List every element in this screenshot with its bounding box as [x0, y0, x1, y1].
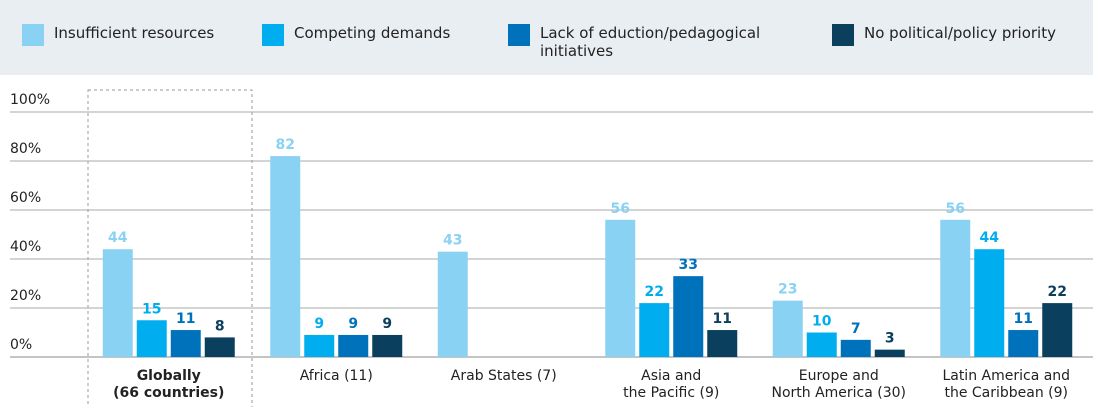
- value-label: 44: [980, 230, 1000, 246]
- value-label: 22: [645, 284, 664, 300]
- legend-swatch: [22, 24, 44, 46]
- value-label: 3: [885, 331, 895, 347]
- value-label: 11: [1014, 311, 1033, 327]
- bar: [874, 349, 905, 357]
- bar: [304, 334, 335, 357]
- value-label: 56: [946, 201, 965, 217]
- value-label: 7: [851, 321, 861, 337]
- bar: [270, 156, 301, 357]
- x-tick-label: Asia and the Pacific (9): [623, 368, 720, 401]
- bar: [372, 334, 403, 357]
- legend-label: No political/policy priority: [864, 24, 1056, 42]
- bar: [605, 219, 636, 357]
- y-tick-label: 0%: [10, 337, 32, 353]
- x-tick-label: Globally (66 countries): [113, 368, 225, 401]
- value-label: 22: [1048, 284, 1067, 300]
- x-tick-label: Africa (11): [299, 368, 373, 384]
- bar: [707, 330, 738, 357]
- y-tick-label: 20%: [10, 288, 41, 304]
- legend-label: Lack of eduction/pedagogical initiatives: [540, 24, 761, 60]
- x-tick-label: Arab States (7): [450, 368, 557, 384]
- y-tick-label: 60%: [10, 190, 41, 206]
- bar: [204, 337, 235, 357]
- value-label: 9: [382, 316, 392, 332]
- value-label: 9: [314, 316, 324, 332]
- y-tick-label: 40%: [10, 239, 41, 255]
- bar: [1042, 303, 1073, 357]
- value-label: 8: [215, 318, 225, 334]
- value-label: 11: [176, 311, 195, 327]
- bar: [639, 303, 670, 357]
- bar: [338, 334, 369, 357]
- bar: [974, 249, 1005, 357]
- bar: [170, 330, 201, 357]
- bar: [772, 300, 803, 357]
- legend-swatch: [832, 24, 854, 46]
- x-tick-label: Europe and North America (30): [771, 368, 907, 401]
- bar: [673, 276, 704, 357]
- value-label: 11: [713, 311, 732, 327]
- legend-label: Insufficient resources: [54, 24, 215, 42]
- value-label: 56: [611, 201, 630, 217]
- x-tick-label: Latin America and the Caribbean (9): [942, 368, 1071, 401]
- legend-swatch: [262, 24, 284, 46]
- value-label: 44: [108, 230, 128, 246]
- legend-item: Lack of eduction/pedagogical initiatives: [508, 24, 808, 60]
- bar: [437, 251, 468, 357]
- y-tick-label: 80%: [10, 141, 41, 157]
- value-label: 33: [679, 257, 698, 273]
- value-label: 23: [778, 282, 797, 298]
- y-tick-label: 100%: [10, 92, 50, 108]
- value-label: 43: [443, 233, 462, 249]
- value-label: 10: [812, 314, 832, 330]
- bar: [136, 320, 167, 357]
- legend: Insufficient resources Competing demands L…: [0, 0, 1093, 75]
- bar: [102, 249, 133, 357]
- value-label: 15: [142, 301, 161, 317]
- bar: [1008, 330, 1039, 357]
- legend-item: No political/policy priority: [832, 24, 1093, 46]
- legend-item: Competing demands: [262, 24, 492, 46]
- legend-item: Insufficient resources: [22, 24, 242, 46]
- bar: [840, 339, 871, 357]
- value-label: 82: [276, 137, 295, 153]
- bar: [940, 219, 971, 357]
- value-label: 9: [348, 316, 358, 332]
- bar: [806, 332, 837, 357]
- legend-swatch: [508, 24, 530, 46]
- highlight-box: [87, 89, 253, 407]
- legend-label: Competing demands: [294, 24, 451, 42]
